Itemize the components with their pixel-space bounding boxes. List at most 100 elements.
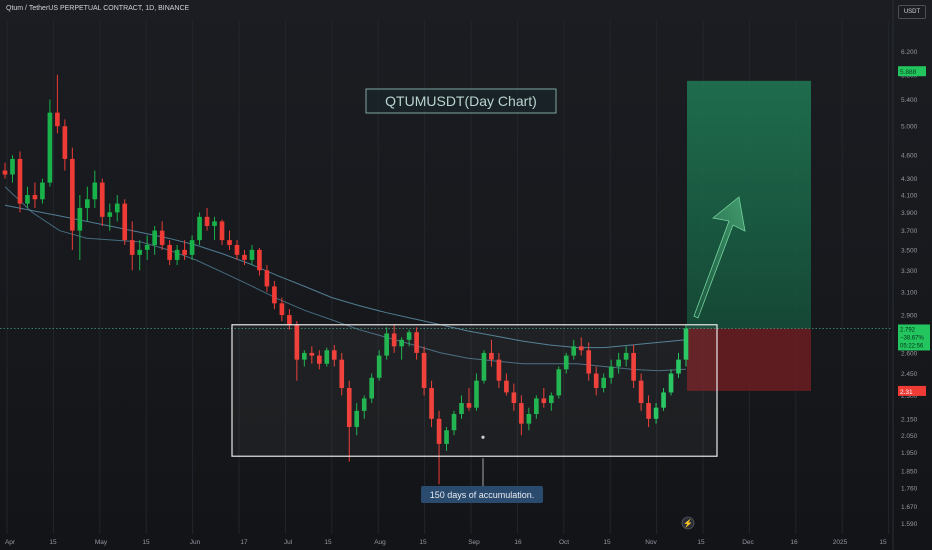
- x-tick-label: 17: [240, 539, 248, 546]
- y-tick-label: 2.450: [901, 371, 918, 378]
- y-tick-label: 3.500: [901, 247, 918, 254]
- candle-body: [10, 158, 15, 175]
- annotation-label-bg: [421, 486, 543, 503]
- y-tick-label: 2.050: [901, 433, 918, 440]
- stop-price-label: 2.31: [900, 389, 913, 396]
- candle-body: [107, 212, 113, 217]
- candle-body: [272, 286, 277, 304]
- candle-body: [70, 158, 75, 231]
- currency-tag[interactable]: USDT: [898, 5, 926, 19]
- x-tick-label: 15: [603, 539, 611, 546]
- symbol-title: Qtum / TetherUS PERPETUAL CONTRACT, 1D, …: [6, 5, 190, 12]
- y-tick-label: 3.300: [901, 268, 918, 275]
- candle-body: [571, 346, 577, 356]
- candle-body: [324, 350, 330, 364]
- candle-body: [84, 199, 90, 208]
- candle-body: [653, 407, 659, 419]
- y-tick-label: 3.900: [901, 210, 918, 217]
- candle-body: [242, 254, 247, 260]
- annotation-label: 150 days of accumulation.: [430, 490, 535, 500]
- candle-body: [144, 244, 150, 250]
- candle-body: [638, 380, 644, 404]
- candle-body: [294, 324, 300, 360]
- candle-body: [676, 359, 681, 374]
- y-tick-label: 5.400: [901, 97, 918, 104]
- candle-body: [62, 126, 68, 159]
- candle-body: [406, 332, 412, 340]
- position-zones: [0, 80, 893, 391]
- candle-body: [399, 339, 404, 347]
- candle-body: [436, 418, 442, 444]
- candle-body: [346, 387, 352, 427]
- y-tick-label: 1.760: [901, 486, 918, 493]
- candle-body: [563, 355, 569, 370]
- candle-body: [623, 352, 629, 360]
- stop-price-label-bg: [898, 385, 926, 396]
- candle-body: [376, 355, 382, 378]
- candle-body: [444, 430, 449, 444]
- y-tick-label: 6.200: [901, 49, 918, 56]
- x-tick-label: Apr: [5, 539, 16, 546]
- candle-body: [212, 221, 217, 226]
- candle-body: [369, 377, 375, 399]
- x-tick-label: Jul: [284, 539, 293, 546]
- stop-zone: [687, 328, 811, 391]
- candle-body: [578, 346, 584, 351]
- candles: [2, 74, 689, 485]
- candle-body: [174, 249, 180, 260]
- candle-body: [2, 170, 8, 175]
- candle-body: [631, 352, 636, 381]
- x-tick-label: 15: [324, 539, 332, 546]
- x-tick-label: Dec: [742, 539, 754, 546]
- countdown-label: 05:22:56: [900, 343, 924, 349]
- candle-body: [316, 355, 322, 364]
- candle-body: [219, 221, 225, 241]
- x-tick-label: Jun: [190, 539, 201, 546]
- y-tick-label: 1.950: [901, 450, 918, 457]
- candle-body: [384, 333, 389, 356]
- candle-body: [354, 410, 360, 427]
- candle-body: [204, 216, 210, 226]
- candle-body: [511, 392, 517, 404]
- candle-body: [519, 403, 524, 424]
- y-tick-label: 4.600: [901, 153, 918, 160]
- candle-body: [593, 373, 599, 388]
- candle-body: [331, 350, 337, 360]
- candle-body: [504, 380, 509, 393]
- candle-body: [114, 203, 120, 213]
- candle-body: [257, 249, 262, 271]
- candle-body: [17, 158, 23, 204]
- candle-body: [25, 195, 30, 204]
- x-tick-label: Oct: [559, 539, 569, 546]
- annotation-dot: [481, 435, 485, 439]
- current-price-label: 2.792: [900, 327, 916, 333]
- candle-body: [99, 182, 105, 217]
- candle-body: [414, 332, 419, 353]
- candle-body: [189, 240, 195, 255]
- x-tick-label: May: [95, 539, 108, 546]
- y-tick-label: 3.700: [901, 228, 918, 235]
- y-tick-label: 1.850: [901, 468, 918, 475]
- candle-body: [683, 328, 689, 360]
- candle-body: [309, 352, 315, 356]
- candle-body: [474, 380, 479, 408]
- candle-body: [601, 377, 607, 388]
- y-tick-label: 2.150: [901, 416, 918, 423]
- candle-body: [92, 182, 98, 200]
- candle-body: [481, 352, 487, 381]
- candle-body: [421, 352, 427, 388]
- candle-body: [302, 352, 307, 360]
- candle-body: [646, 403, 651, 419]
- candle-body: [661, 392, 666, 408]
- candle-body: [534, 398, 539, 414]
- candle-body: [77, 207, 83, 231]
- y-tick-label: 5.000: [901, 124, 918, 131]
- candle-body: [548, 395, 554, 404]
- overlays: 150 days of accumulation. QTUMUSDT(Day Ch…: [231, 88, 746, 530]
- candle-body: [616, 359, 621, 367]
- candle-body: [668, 373, 674, 393]
- y-tick-label: 2.900: [901, 313, 918, 320]
- candle-body: [608, 366, 614, 378]
- candle-body: [55, 112, 60, 127]
